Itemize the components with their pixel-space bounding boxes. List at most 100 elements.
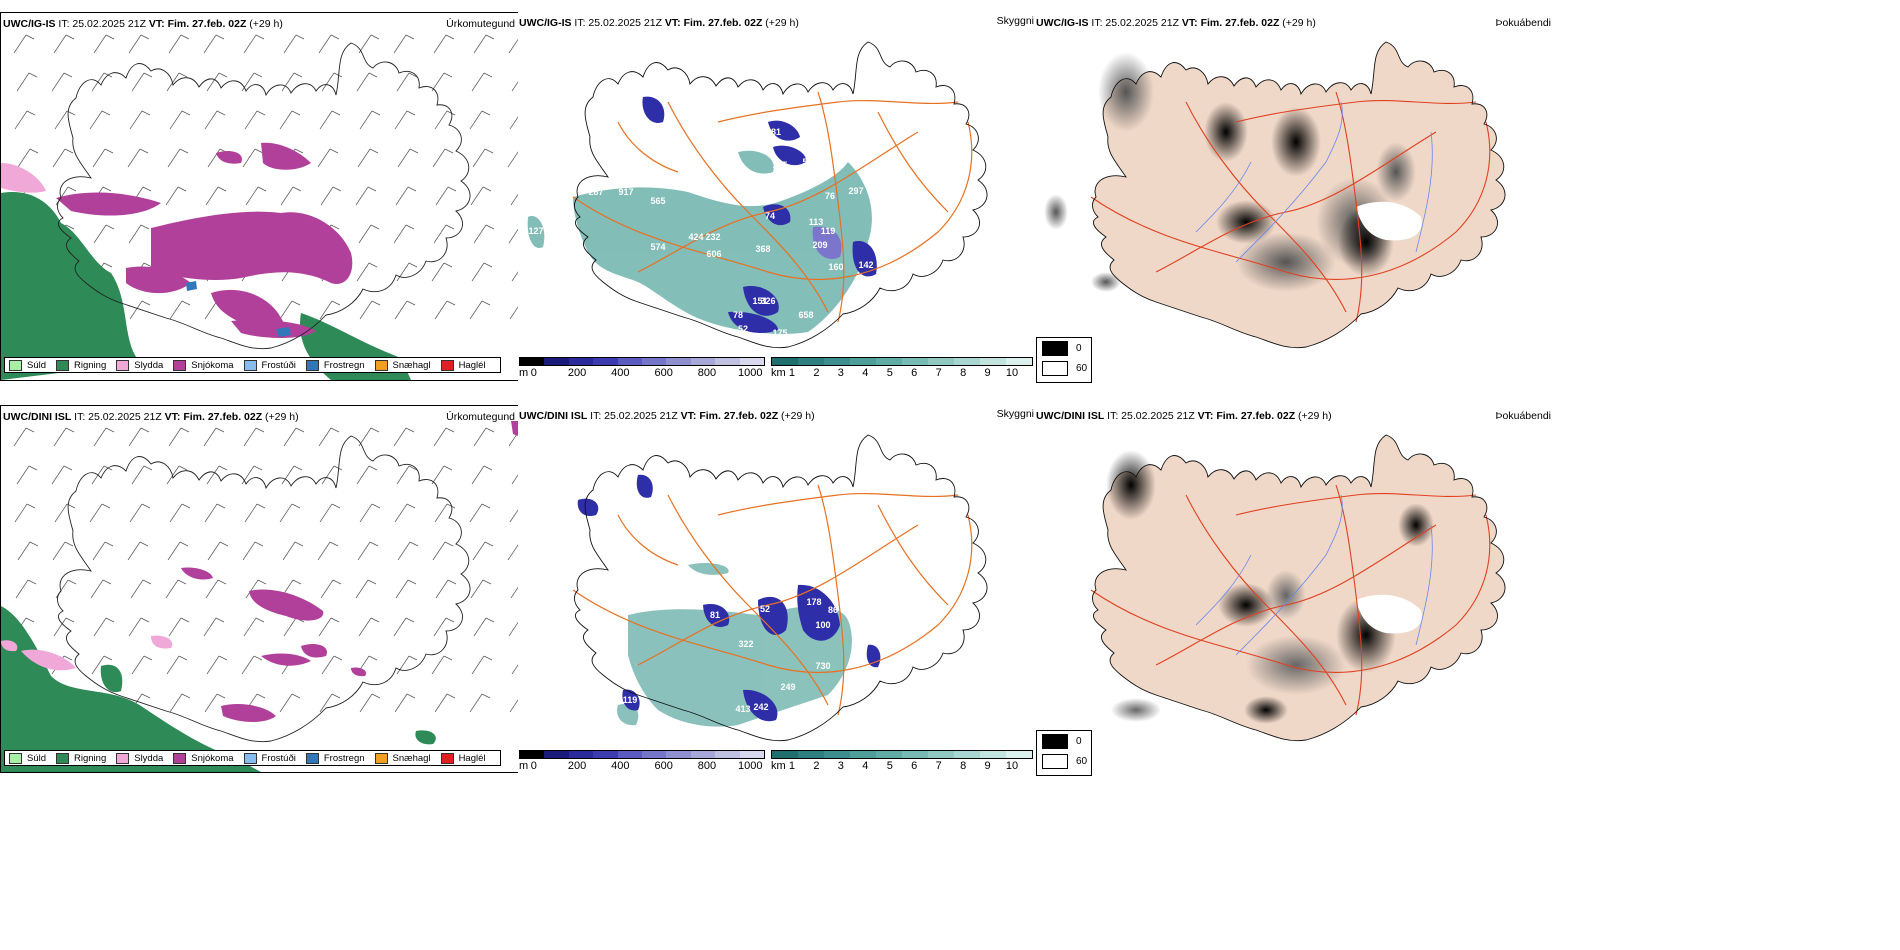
wind-barb (320, 186, 342, 206)
legend-label: Haglél (458, 752, 486, 764)
teal-visibility-areas (527, 150, 872, 334)
scale-color-cell (1006, 358, 1032, 365)
wind-barb (127, 148, 149, 168)
visibility-value-label: 81 (710, 610, 720, 620)
scale-tick-label: 4 (862, 760, 869, 772)
legend-item: Snæhagl (374, 359, 431, 371)
visibility-value-label: 606 (706, 249, 721, 259)
fog-shading (1044, 52, 1422, 292)
wind-barb (511, 474, 518, 485)
wind-barb (89, 503, 111, 523)
wind-barb (243, 34, 265, 54)
wind-barb (92, 148, 114, 168)
wind-barb (14, 503, 36, 523)
visibility-value-label: 74 (765, 211, 775, 221)
visibility-value-label: 564 (600, 737, 615, 747)
wind-barb (166, 72, 188, 92)
visibility-value-label: 81 (771, 127, 781, 137)
visibility-panel-top: UWC/IG-IS IT: 25.02.2025 21Z VT: Fim. 27… (518, 12, 1036, 392)
visibility-value-label: 917 (618, 187, 633, 197)
scale-color-cell (568, 751, 594, 758)
wind-barb (241, 655, 263, 675)
scale-tick-label: 6 (911, 367, 918, 379)
wind-barb (205, 579, 227, 599)
panel-title: Þokuábendi (1495, 17, 1551, 29)
wind-barb (356, 465, 378, 485)
scale-color-cell (617, 751, 643, 758)
wind-barb (433, 427, 455, 447)
iceland-outline (574, 434, 988, 742)
wind-barb (241, 72, 263, 92)
iceland-land (1092, 42, 1506, 348)
freezing-rain-spots (186, 281, 291, 337)
sleet-areas (1, 635, 173, 671)
wind-barb (433, 224, 455, 244)
scale-tick-label: 3 (837, 367, 844, 379)
fog-index-map (1044, 41, 1506, 349)
wind-barb (434, 693, 456, 713)
legend-label: Frostregn (323, 359, 365, 371)
scale-tick-label: 400 (611, 367, 630, 379)
wind-barb (129, 300, 151, 320)
wind-barb (509, 509, 518, 523)
fog-index-map (1090, 434, 1506, 742)
scale-tick-label: 5 (886, 367, 893, 379)
visibility-scale-km: km 1 2 3 4 5 6 7 8 9 10 (771, 750, 1033, 773)
scale-color-cell (954, 751, 980, 758)
wind-barb (283, 617, 305, 637)
wind-barb (281, 72, 303, 92)
scale-color-cell (666, 358, 691, 365)
legend-item: Rigning (56, 752, 106, 764)
wind-barb (318, 617, 340, 637)
wind-barb (203, 617, 225, 637)
wind-barb (321, 72, 343, 92)
purple-visibility-areas (812, 226, 842, 259)
wind-barb (321, 465, 343, 485)
wind-barb (321, 655, 343, 675)
legend-swatch (440, 359, 454, 371)
fog-legend-label: 60 (1076, 362, 1088, 374)
legend-label: Frostúði (261, 359, 296, 371)
wind-barb (473, 224, 495, 244)
wind-barb (128, 224, 150, 244)
visibility-scale-m: m 0 200 400 600 800 1000 (519, 357, 765, 380)
wind-barb (319, 110, 341, 130)
fog-index-panel-bottom: UWC/DINI ISL IT: 25.02.2025 21Z VT: Fim.… (1036, 405, 1554, 785)
wind-barb (434, 110, 456, 130)
iceland-outline (1092, 434, 1506, 742)
scale-color-cell (798, 358, 824, 365)
legend-label: Slydda (134, 359, 164, 371)
blue-visibility-areas (577, 474, 881, 722)
wind-barb (206, 465, 228, 485)
wind-barb (318, 427, 340, 447)
wind-barb (471, 72, 493, 92)
wind-barb (319, 693, 341, 713)
road-network (572, 484, 973, 716)
fog-legend-row: 60 (1042, 358, 1091, 378)
wind-barb (395, 579, 417, 599)
fog-index-panel-top: UWC/IG-IS IT: 25.02.2025 21Z VT: Fim. 27… (1036, 12, 1554, 392)
wind-barb (168, 427, 190, 447)
scale-unit: km (771, 760, 786, 772)
wind-barb (359, 693, 381, 713)
wind-barb (357, 148, 379, 168)
wind-barb (241, 465, 263, 485)
scale-tick-label: 200 (567, 760, 587, 772)
scale-color-cell (520, 358, 545, 365)
visibility-value-label: 111 (779, 581, 793, 591)
visibility-value-label: 175 (772, 328, 787, 338)
wind-barb (317, 148, 339, 168)
scale-tick-label: 1 (788, 367, 796, 379)
wind-barb (204, 503, 226, 523)
wind-barb (508, 38, 518, 54)
scale-tick-label: 0 (530, 760, 537, 772)
panel-header: UWC/DINI ISL IT: 25.02.2025 21Z VT: Fim.… (1036, 410, 1332, 422)
wind-barb (511, 271, 518, 282)
visibility-value-label: 119 (821, 226, 836, 236)
wind-barb (205, 186, 227, 206)
visibility-value-label: 151 (752, 296, 767, 306)
wind-barb (393, 427, 415, 447)
visibility-value-label: 113 (809, 217, 824, 227)
wind-barb (511, 664, 518, 675)
scale-tick-label: 9 (984, 367, 991, 379)
